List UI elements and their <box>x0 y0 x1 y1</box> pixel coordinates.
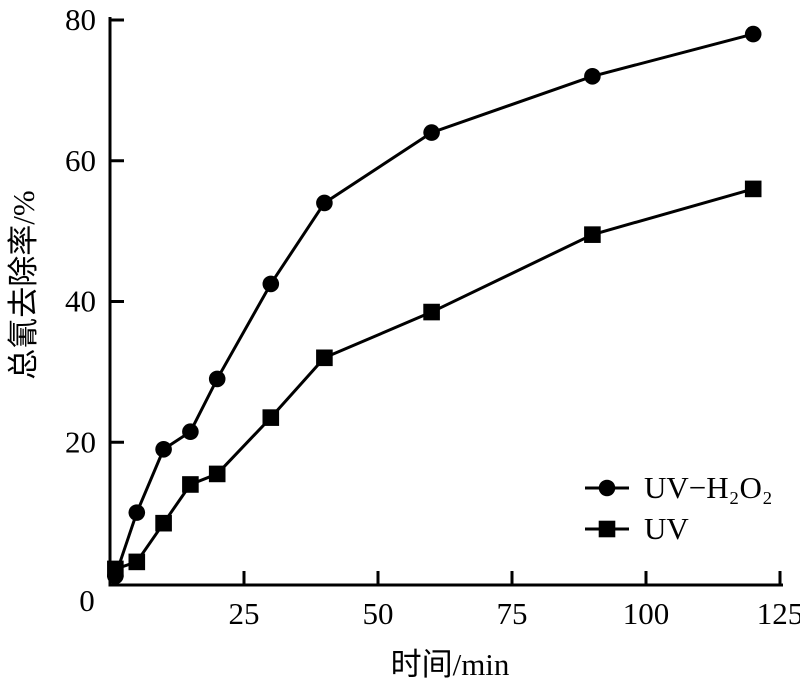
data-point-square <box>128 553 146 571</box>
x-tick-label: 50 <box>363 596 394 631</box>
data-point-circle <box>584 68 601 85</box>
x-tick-label: 25 <box>229 596 260 631</box>
data-point-square <box>316 349 333 367</box>
circle-marker-icon <box>585 479 629 496</box>
data-point-circle <box>155 440 172 458</box>
legend-item-uv-h2o2: UV−H₂O₂ <box>584 467 773 508</box>
data-point-circle <box>128 504 146 521</box>
legend: UV−H₂O₂ UV <box>584 467 773 549</box>
data-point-square <box>182 476 199 493</box>
data-point-square <box>262 409 280 426</box>
legend-label-uv-h2o2: UV−H₂O₂ <box>644 470 773 505</box>
data-point-circle <box>208 370 226 388</box>
data-point-circle <box>262 275 280 293</box>
data-point-circle <box>423 124 440 141</box>
series-line-circle <box>113 32 754 577</box>
legend-item-uv: UV <box>584 508 773 549</box>
y-axis-title: 总氰去除率/% <box>6 190 41 380</box>
y-tick-label: 40 <box>65 284 96 319</box>
y-tick-label: 60 <box>65 143 96 178</box>
y-tick-label: 80 <box>65 2 96 37</box>
data-point-square <box>155 514 172 532</box>
x-tick-label: 125 <box>757 596 800 631</box>
data-point-square <box>208 465 226 483</box>
x-tick-label: 75 <box>497 596 528 631</box>
x-tick-label: 100 <box>623 596 670 631</box>
y-tick-label: 20 <box>65 424 96 459</box>
x-axis-title: 时间/min <box>390 647 510 682</box>
data-point-square <box>744 180 762 198</box>
data-point-square <box>584 226 601 243</box>
origin-tick-label: 0 <box>79 583 95 618</box>
data-point-square <box>423 303 440 321</box>
data-point-circle <box>182 423 199 440</box>
square-marker-icon <box>585 520 629 537</box>
legend-label-uv: UV <box>644 511 689 546</box>
data-point-circle <box>744 25 762 43</box>
data-point-circle <box>316 194 333 212</box>
series-line-square <box>114 187 754 571</box>
data-point-square <box>107 560 124 578</box>
